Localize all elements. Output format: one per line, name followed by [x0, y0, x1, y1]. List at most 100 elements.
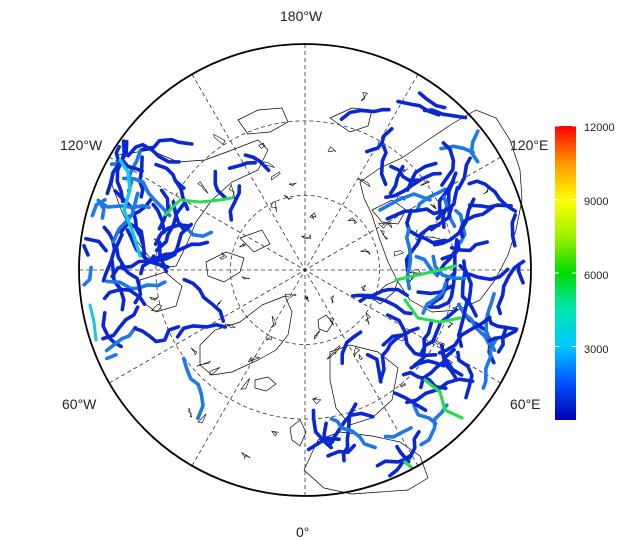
island-coast — [239, 243, 247, 248]
map-boundary — [78, 43, 532, 497]
island-coast — [304, 294, 310, 302]
river-segment — [340, 330, 363, 365]
island-coast — [358, 354, 363, 360]
island-coast — [357, 178, 371, 188]
latitude-circle — [230, 195, 380, 345]
river-segment — [439, 343, 464, 377]
island-coast — [219, 252, 228, 260]
europe-north-coast — [303, 431, 429, 495]
island-coast — [430, 203, 437, 210]
river-segment — [358, 295, 413, 316]
arctic-archipelago-coast — [205, 251, 245, 283]
river-segment — [174, 179, 190, 211]
island-coast — [402, 168, 408, 173]
island-coast — [425, 236, 441, 239]
island-coast — [312, 397, 322, 405]
river-segment — [90, 198, 107, 218]
island-coast — [326, 351, 335, 360]
island-coast — [271, 430, 279, 437]
colorbar-gradient — [555, 126, 576, 420]
river-segment — [481, 337, 498, 390]
island-coast — [397, 335, 406, 342]
island-coast — [482, 187, 490, 195]
river-segment — [152, 240, 210, 261]
river-segment — [427, 272, 456, 309]
iceland-coast — [254, 376, 277, 392]
river-segment — [379, 144, 388, 187]
river-segment — [456, 350, 474, 400]
river-segment — [111, 191, 140, 244]
river-segment — [485, 312, 519, 331]
river-segment — [133, 325, 181, 344]
river-segment — [487, 329, 518, 343]
river-segment — [456, 302, 492, 346]
river-segment — [227, 161, 257, 170]
river-segment — [311, 408, 335, 444]
river-segment — [126, 148, 143, 193]
siberia-north-coast — [359, 109, 523, 313]
island-coast — [364, 311, 371, 326]
island-coast — [150, 303, 163, 312]
island-coast — [420, 180, 431, 187]
island-coast — [377, 223, 393, 229]
river-segment — [516, 263, 525, 285]
river-segment — [110, 259, 126, 312]
river-segment — [102, 287, 147, 307]
island-coast — [334, 345, 341, 355]
river-segment — [339, 107, 391, 121]
lon-label-60w: 60°W — [62, 396, 97, 412]
river-segment — [421, 281, 448, 315]
island-coast — [284, 293, 297, 298]
river-segment — [467, 267, 510, 282]
svalbard-coast — [317, 314, 334, 333]
river-segment — [82, 265, 93, 287]
colorbar — [555, 125, 576, 420]
river-segment — [365, 127, 394, 154]
colorbar-tick-12000: 12000 — [584, 122, 615, 134]
lon-label-0: 0° — [296, 524, 310, 540]
island-coast — [398, 382, 406, 388]
island-coast — [301, 234, 311, 240]
major-river — [403, 298, 462, 324]
island-coast — [360, 92, 368, 102]
river-segment — [139, 254, 156, 276]
island-coast — [228, 183, 236, 201]
major-river — [88, 303, 98, 342]
island-coast — [247, 356, 261, 363]
river-segment — [126, 142, 181, 164]
island-coast — [197, 181, 209, 194]
hudson-bay-coast — [139, 271, 183, 313]
river-segment — [401, 370, 448, 390]
island-coast — [240, 378, 250, 390]
island-coast — [447, 321, 454, 329]
river-segment — [110, 254, 169, 279]
river-segment — [404, 223, 441, 273]
river-segment — [105, 139, 129, 196]
island-coast — [188, 407, 193, 418]
island-coast — [330, 295, 334, 304]
island-coast — [360, 249, 371, 255]
river-segment — [405, 161, 438, 192]
island-coast — [327, 146, 337, 153]
river-segment — [82, 244, 90, 257]
island-coast — [270, 316, 277, 328]
major-river — [423, 378, 464, 420]
island-coast — [283, 194, 293, 200]
river-segment — [419, 403, 449, 447]
river-segment — [458, 264, 478, 318]
river-segment — [440, 141, 456, 187]
island-coast — [258, 142, 266, 149]
river-segment — [496, 325, 508, 354]
island-coast — [209, 367, 221, 376]
river-segment — [175, 322, 227, 339]
taymyr-coast — [371, 199, 407, 225]
river-segment — [213, 169, 227, 200]
river-segment — [326, 443, 357, 458]
river-segment — [120, 157, 144, 173]
river-segment — [101, 225, 117, 283]
island-coast — [149, 296, 159, 301]
river-segment — [432, 197, 476, 247]
colorbar-tick-9000: 9000 — [584, 196, 609, 208]
